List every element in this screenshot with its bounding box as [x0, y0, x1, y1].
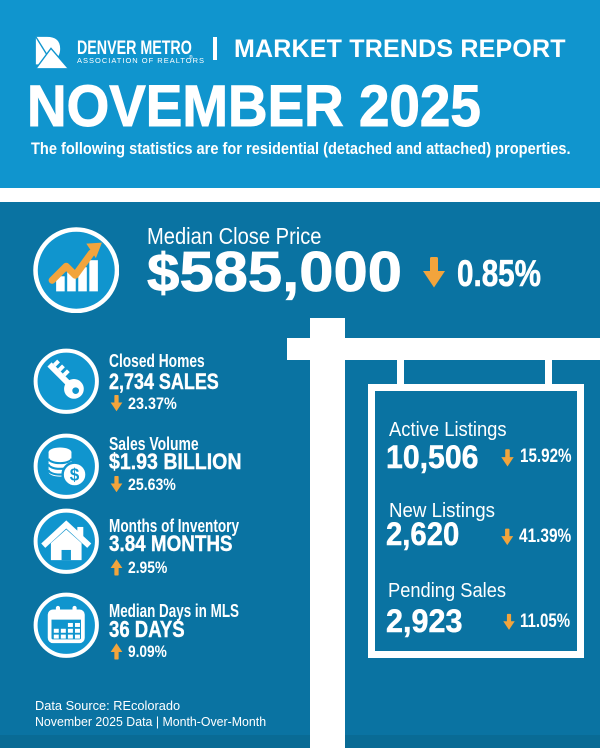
svg-text:$: $	[70, 464, 80, 484]
